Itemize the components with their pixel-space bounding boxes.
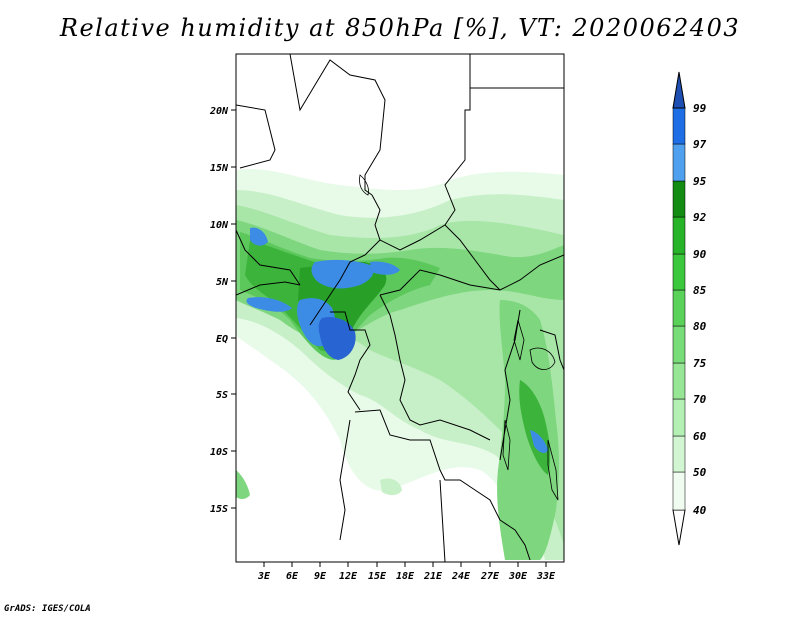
lon-label: 24E xyxy=(451,571,471,582)
colorbar-label: 92 xyxy=(693,211,707,224)
lon-label: 21E xyxy=(423,571,443,582)
colorbar-upper-arrow xyxy=(672,71,686,109)
lon-label: 18E xyxy=(396,571,415,582)
colorbar: 40 50 60 70 75 80 85 90 92 95 97 99 xyxy=(672,71,707,546)
map-title: Relative humidity at 850hPa [%], VT: 202… xyxy=(59,14,741,42)
colorbar-box xyxy=(672,143,686,182)
lat-label: 10N xyxy=(210,220,229,231)
grads-credit: GrADS: IGES/COLA xyxy=(4,604,91,614)
colorbar-label: 50 xyxy=(693,466,707,479)
colorbar-label: 97 xyxy=(693,138,707,151)
colorbar-label: 90 xyxy=(693,248,707,261)
lat-label: 10S xyxy=(210,447,228,458)
colorbar-lower-arrow xyxy=(672,509,686,546)
lat-axis: 20N 15N 10N 5N EQ 5S 10S 15S xyxy=(209,106,236,515)
lon-label: 3E xyxy=(257,571,271,582)
lat-label: 20N xyxy=(209,106,229,117)
lon-label: 30E xyxy=(508,571,528,582)
lon-label: 6E xyxy=(286,571,299,582)
lat-label: 5N xyxy=(216,277,229,288)
lon-label: 15E xyxy=(368,571,387,582)
colorbar-box xyxy=(672,435,686,473)
colorbar-label: 70 xyxy=(693,393,707,406)
lakes xyxy=(359,174,559,501)
colorbar-box xyxy=(672,180,686,218)
colorbar-box xyxy=(672,325,686,364)
lon-label: 27E xyxy=(480,571,500,582)
lat-label: 5S xyxy=(216,390,228,401)
colorbar-box xyxy=(672,362,686,400)
colorbar-label: 40 xyxy=(693,504,707,517)
colorbar-label: 75 xyxy=(693,357,707,370)
colorbar-box xyxy=(672,471,686,511)
colorbar-label: 95 xyxy=(693,175,707,188)
lon-axis: 3E 6E 9E 12E 15E 18E 21E 24E 27E 30E 33E xyxy=(257,562,556,582)
lon-label: 9E xyxy=(314,571,327,582)
lon-label: 12E xyxy=(339,571,358,582)
map-frame xyxy=(235,53,565,563)
colorbar-label: 85 xyxy=(693,284,707,297)
colorbar-box xyxy=(672,107,686,145)
colorbar-box xyxy=(672,398,686,437)
colorbar-label: 99 xyxy=(693,102,707,115)
lon-label: 33E xyxy=(536,571,556,582)
colorbar-box xyxy=(672,216,686,255)
humidity-shading xyxy=(236,54,564,562)
country-borders xyxy=(236,54,564,562)
lat-label: 15S xyxy=(210,504,228,515)
lat-label: 15N xyxy=(210,163,229,174)
colorbar-box xyxy=(672,289,686,327)
colorbar-label: 60 xyxy=(693,430,707,443)
colorbar-label: 80 xyxy=(693,320,707,333)
colorbar-box xyxy=(672,253,686,291)
lat-label: EQ xyxy=(216,334,228,345)
